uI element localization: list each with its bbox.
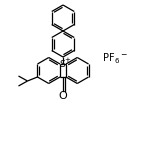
Text: +: + — [65, 57, 70, 63]
Text: S: S — [59, 59, 65, 69]
Text: PF: PF — [103, 53, 115, 63]
Text: O: O — [59, 91, 67, 101]
Text: −: − — [120, 50, 126, 59]
Text: 6: 6 — [115, 58, 120, 64]
